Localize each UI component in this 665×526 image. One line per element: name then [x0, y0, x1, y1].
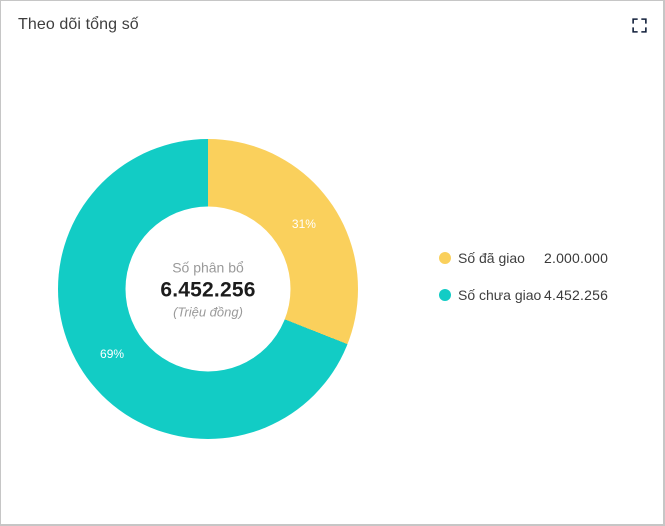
donut-chart[interactable]: 31% 69% Số phân bổ 6.452.256 (Triệu đồng…	[58, 139, 358, 439]
center-unit: (Triệu đồng)	[173, 304, 243, 319]
card-header: Theo dõi tổng số	[1, 1, 664, 49]
slice-percent-label: 31%	[291, 216, 316, 231]
legend-label: Số đã giao	[458, 250, 525, 266]
legend-item[interactable]: Số đã giao 2.000.000	[439, 246, 608, 270]
fullscreen-button[interactable]	[628, 14, 650, 36]
center-label: Số phân bổ	[172, 259, 244, 275]
chart-legend: Số đã giao 2.000.000 Số chưa giao 4.452.…	[439, 246, 608, 320]
legend-swatch	[439, 289, 451, 301]
center-value: 6.452.256	[160, 278, 256, 301]
legend-swatch	[439, 252, 451, 264]
legend-value: 2.000.000	[544, 250, 609, 266]
donut-center: Số phân bổ 6.452.256 (Triệu đồng)	[125, 206, 291, 372]
fullscreen-icon	[631, 17, 647, 33]
slice-percent-label: 69%	[100, 347, 125, 362]
legend-value: 4.452.256	[544, 287, 609, 303]
legend-item[interactable]: Số chưa giao 4.452.256	[439, 283, 608, 307]
card-title: Theo dõi tổng số	[18, 16, 139, 33]
legend-label: Số chưa giao	[458, 287, 542, 303]
